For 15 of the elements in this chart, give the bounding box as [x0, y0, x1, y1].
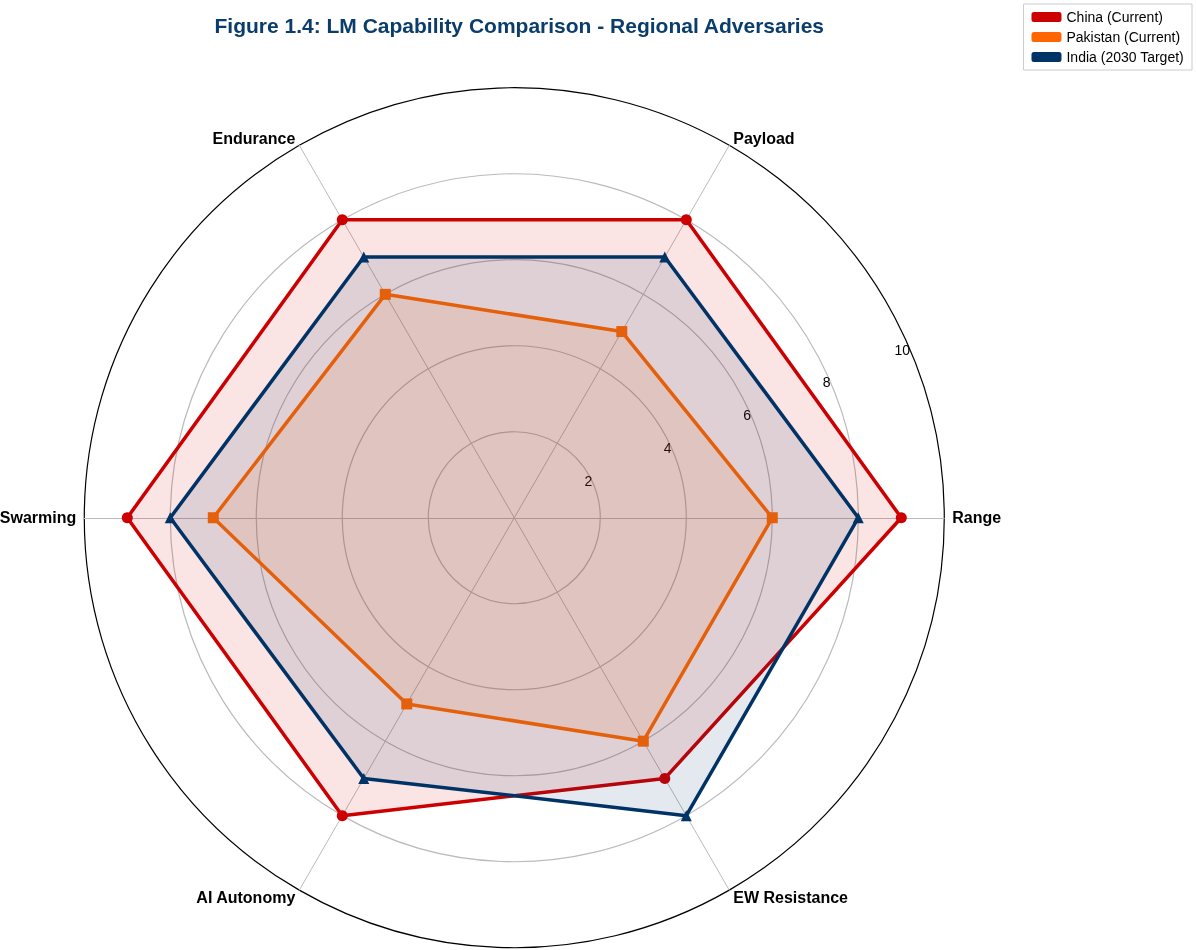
spoke-label: Payload: [733, 129, 795, 147]
spoke-label: EW Resistance: [733, 888, 849, 906]
spoke-label: Swarming: [0, 509, 77, 527]
legend-label: India (2030 Target): [1066, 49, 1184, 65]
legend-label: Pakistan (Current): [1066, 29, 1181, 45]
y-tick-label: 4: [663, 440, 672, 457]
y-tick-label: 6: [743, 407, 752, 424]
y-tick-label: 10: [894, 341, 911, 358]
spoke-label: AI Autonomy: [196, 888, 296, 906]
legend-label: China (Current): [1066, 9, 1163, 25]
y-tick-label: 8: [822, 374, 831, 391]
spoke-label: Endurance: [212, 129, 296, 147]
y-tick-label: 2: [584, 473, 593, 490]
spoke-label: Range: [952, 509, 1002, 527]
text: Figure 1.4: LM Capability Comparison - Regional Adversaries: [214, 14, 825, 37]
